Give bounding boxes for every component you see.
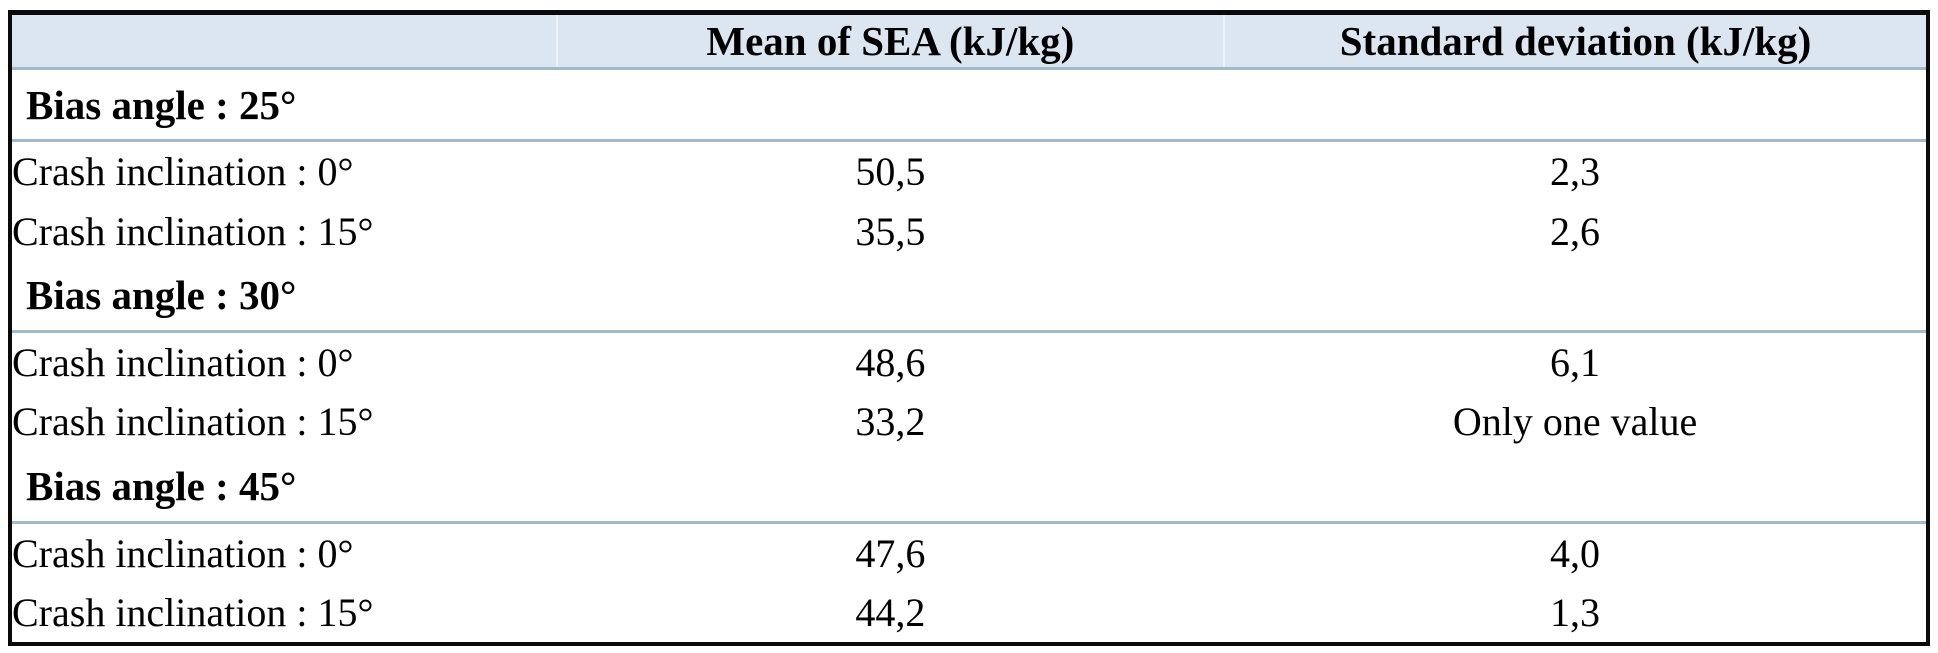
mean-value: 35,5 bbox=[855, 208, 926, 254]
sea-results-table-wrapper: Mean of SEA (kJ/kg) Standard deviation (… bbox=[8, 10, 1930, 646]
section-heading: Bias angle : 30° bbox=[10, 260, 557, 333]
section-heading-spacer bbox=[556, 451, 1225, 524]
std-value: 2,6 bbox=[1550, 208, 1601, 254]
header-cell-standard-deviation: Standard deviation (kJ/kg) bbox=[1223, 12, 1928, 70]
table-row: Crash inclination : 15° 44,2 1,3 bbox=[10, 583, 1928, 644]
section-heading-spacer bbox=[556, 68, 1225, 143]
section-heading-spacer bbox=[1224, 260, 1928, 333]
table-row: Crash inclination : 15° 35,5 2,6 bbox=[10, 202, 1928, 261]
std-value: 2,3 bbox=[1550, 149, 1601, 195]
section-heading: Bias angle : 45° bbox=[10, 451, 557, 524]
mean-value: 50,5 bbox=[855, 149, 926, 195]
std-value: 4,0 bbox=[1550, 530, 1601, 576]
mean-value: 48,6 bbox=[855, 340, 926, 386]
row-label: Crash inclination : 0° bbox=[12, 340, 354, 386]
section-heading-spacer bbox=[1224, 68, 1928, 143]
section-heading: Bias angle : 25° bbox=[10, 68, 557, 143]
section-heading-row-bias-25: Bias angle : 25° bbox=[10, 68, 1928, 143]
std-value: 6,1 bbox=[1550, 340, 1601, 386]
row-label: Crash inclination : 15° bbox=[12, 589, 374, 635]
header-cell-mean-sea: Mean of SEA (kJ/kg) bbox=[555, 12, 1225, 70]
std-value: Only one value bbox=[1452, 399, 1698, 445]
mean-value: 44,2 bbox=[855, 589, 926, 635]
table-row: Crash inclination : 15° 33,2 Only one va… bbox=[10, 392, 1928, 451]
table-row: Crash inclination : 0° 50,5 2,3 bbox=[10, 141, 1928, 202]
mean-value: 47,6 bbox=[855, 530, 926, 576]
mean-value: 33,2 bbox=[855, 399, 926, 445]
row-label: Crash inclination : 0° bbox=[12, 149, 354, 195]
table-row: Crash inclination : 0° 48,6 6,1 bbox=[10, 332, 1928, 393]
table-header-row: Mean of SEA (kJ/kg) Standard deviation (… bbox=[10, 12, 1928, 70]
section-heading-row-bias-45: Bias angle : 45° bbox=[10, 451, 1928, 524]
section-heading-row-bias-30: Bias angle : 30° bbox=[10, 260, 1928, 333]
row-label: Crash inclination : 0° bbox=[12, 530, 354, 576]
sea-results-table: Mean of SEA (kJ/kg) Standard deviation (… bbox=[8, 10, 1930, 646]
std-value: 1,3 bbox=[1550, 589, 1601, 635]
section-heading-spacer bbox=[1224, 451, 1928, 524]
row-label: Crash inclination : 15° bbox=[12, 399, 374, 445]
row-label: Crash inclination : 15° bbox=[12, 208, 374, 254]
table-row: Crash inclination : 0° 47,6 4,0 bbox=[10, 522, 1928, 583]
section-heading-spacer bbox=[556, 260, 1225, 333]
header-cell-empty bbox=[10, 12, 557, 70]
